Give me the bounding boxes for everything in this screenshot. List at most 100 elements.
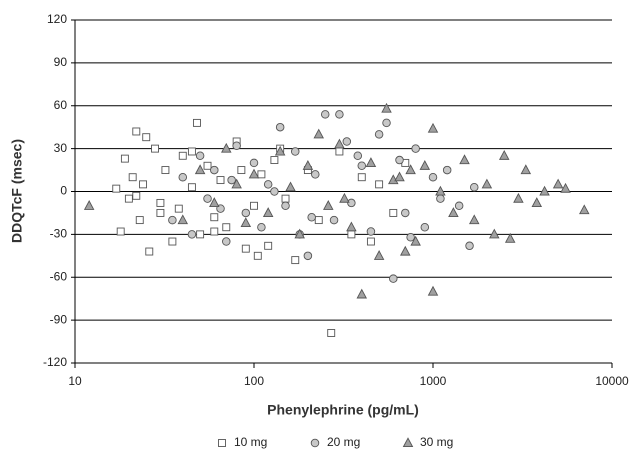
point	[156, 208, 165, 217]
point	[436, 194, 445, 203]
point	[366, 227, 376, 236]
y-tick-label: 30	[54, 141, 68, 155]
point	[248, 168, 260, 179]
point	[347, 198, 356, 208]
point	[394, 171, 405, 182]
point	[356, 288, 368, 299]
point	[552, 178, 564, 189]
point	[374, 130, 384, 139]
point	[323, 200, 334, 210]
point	[241, 208, 251, 218]
point	[257, 222, 266, 232]
point	[303, 251, 313, 261]
legend-label: 30 mg	[420, 435, 453, 449]
point	[270, 156, 279, 165]
point	[112, 184, 121, 193]
point	[187, 147, 196, 156]
y-tick-label: -90	[50, 312, 68, 326]
legend-label: 10 mg	[234, 435, 267, 449]
y-tick-label: 0	[60, 184, 67, 198]
point	[135, 216, 144, 225]
point	[221, 142, 232, 153]
legend-marker	[218, 439, 226, 447]
point	[161, 166, 170, 175]
x-tick-label: 10	[68, 374, 82, 388]
point	[366, 237, 375, 246]
point	[579, 204, 590, 215]
point	[210, 227, 219, 236]
y-tick-label: 120	[47, 12, 67, 26]
point	[427, 285, 439, 296]
point	[145, 247, 154, 256]
point	[192, 118, 201, 127]
point	[313, 128, 325, 139]
point	[539, 185, 550, 196]
point	[168, 237, 177, 246]
legend-marker	[402, 437, 414, 448]
point	[470, 182, 479, 192]
y-tick-label: 60	[54, 98, 68, 112]
point	[302, 160, 314, 170]
point	[264, 241, 273, 250]
point	[498, 150, 510, 160]
point	[237, 166, 246, 175]
point	[195, 151, 205, 161]
point	[210, 165, 219, 175]
point	[353, 151, 363, 161]
point	[389, 208, 398, 217]
point	[448, 207, 459, 217]
point	[410, 235, 421, 246]
point	[442, 165, 452, 175]
point	[382, 118, 391, 128]
point	[240, 217, 252, 227]
point	[294, 228, 305, 239]
point	[132, 191, 141, 200]
point	[83, 200, 95, 210]
point	[314, 216, 323, 225]
point	[373, 250, 385, 260]
point	[194, 164, 206, 175]
point	[262, 207, 274, 217]
point	[320, 110, 330, 119]
point	[124, 194, 133, 203]
point	[291, 256, 300, 265]
point	[222, 237, 231, 246]
point	[435, 185, 446, 196]
point	[263, 180, 273, 189]
point	[342, 137, 352, 146]
point	[531, 197, 543, 207]
point	[253, 251, 262, 260]
point	[222, 223, 231, 232]
point	[513, 192, 524, 203]
point	[481, 178, 493, 189]
point	[216, 176, 225, 185]
point	[428, 172, 438, 182]
point	[406, 232, 415, 242]
point	[257, 170, 266, 179]
y-tick-label: -30	[50, 227, 68, 241]
point	[151, 144, 159, 153]
point	[232, 141, 241, 151]
point	[187, 183, 196, 192]
y-axis-title: DDQTcF (msec)	[9, 139, 25, 243]
point	[187, 230, 197, 239]
x-tick-label: 100	[244, 374, 264, 388]
point	[285, 181, 296, 192]
point	[174, 204, 183, 213]
point	[209, 197, 220, 207]
point	[274, 145, 286, 156]
point	[291, 147, 300, 156]
point	[365, 157, 377, 167]
point	[327, 329, 336, 337]
point	[128, 173, 137, 182]
x-axis-title: Phenylephrine (pg/mL)	[267, 402, 419, 418]
point	[459, 154, 470, 165]
point	[357, 161, 367, 171]
point	[357, 173, 366, 182]
point	[203, 194, 212, 203]
point	[249, 158, 259, 168]
point	[116, 227, 125, 236]
point	[281, 201, 290, 211]
point	[454, 201, 464, 211]
x-tick-label: 1000	[420, 374, 447, 388]
